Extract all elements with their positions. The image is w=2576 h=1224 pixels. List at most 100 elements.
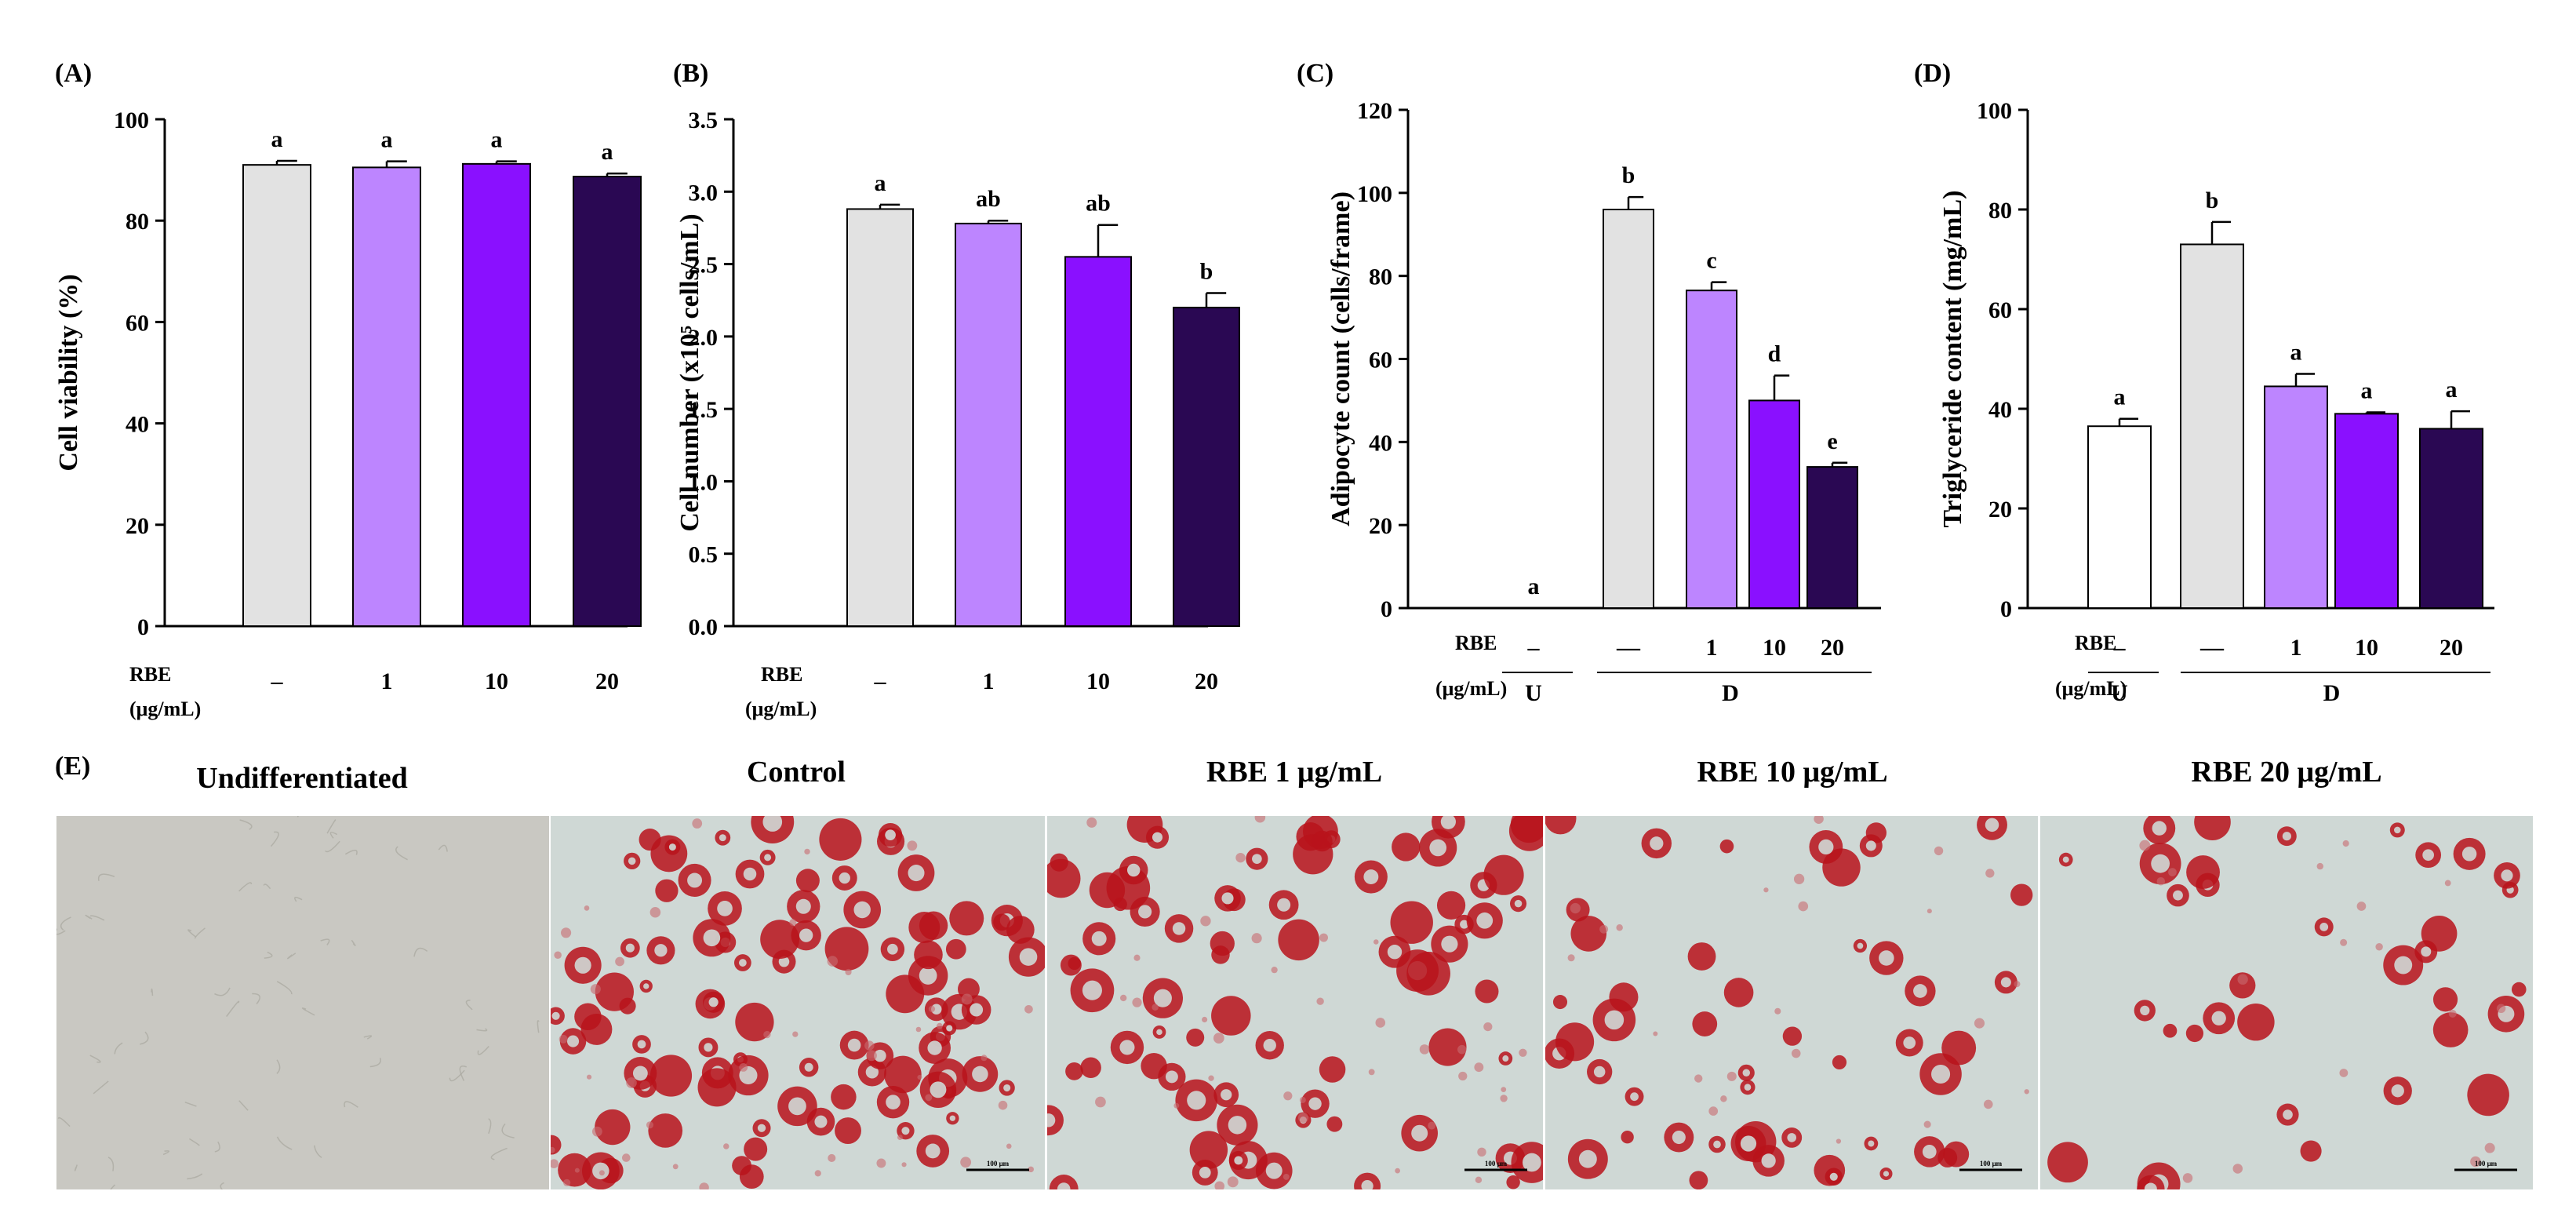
- small-droplet: [599, 1170, 605, 1176]
- fibroblast-cell: [459, 1066, 468, 1081]
- droplet-center: [1003, 1084, 1011, 1092]
- fibroblast-cell: [89, 1055, 101, 1063]
- bar: [1806, 466, 1858, 609]
- fibroblast-cell: [301, 1007, 315, 1016]
- small-droplet: [2316, 862, 2323, 870]
- y-tick-label: 3.0: [689, 180, 719, 206]
- significance-letter: a: [2446, 377, 2458, 403]
- panel-label-e: (E): [55, 752, 91, 781]
- droplet-center: [2421, 946, 2432, 957]
- lipid-droplet: [1552, 995, 1568, 1010]
- droplet-center: [703, 929, 721, 947]
- droplet-center: [1126, 863, 1141, 877]
- fibroblast-cell: [537, 1020, 540, 1033]
- scale-bar-label: 100 μm: [2475, 1160, 2498, 1168]
- chart-b: (B) 0.0 0.5 1.0 1.5 2.0 2.5 3.0 3.5 Cell number (…: [673, 59, 1240, 720]
- droplet-center: [574, 956, 591, 974]
- small-droplet: [1028, 1166, 1034, 1173]
- fibroblast-cell: [465, 1000, 473, 1011]
- y-tick-label: 20: [1369, 513, 1392, 539]
- micrograph-rbe-20: 100 μm: [2040, 816, 2533, 1189]
- fibroblast-cell: [74, 1164, 78, 1171]
- droplet-center: [1138, 905, 1152, 919]
- small-droplet: [563, 1178, 571, 1186]
- y-tick-label: 20: [1988, 497, 2012, 523]
- droplet-center: [1228, 1116, 1247, 1135]
- droplet-center: [1883, 1171, 1890, 1177]
- droplet-center: [551, 1011, 560, 1020]
- fibroblast-cell: [238, 1100, 249, 1111]
- droplet-center: [814, 1115, 828, 1128]
- y-tick-label: 0: [137, 614, 149, 640]
- fibroblast-cell: [351, 939, 356, 946]
- significance-letter: a: [381, 127, 393, 153]
- small-droplet: [1501, 1087, 1507, 1092]
- fibroblast-cell: [114, 1042, 123, 1055]
- small-droplet: [897, 1135, 903, 1140]
- lipid-droplet: [2432, 1012, 2469, 1047]
- small-droplet: [827, 956, 839, 967]
- group-label: U: [2111, 680, 2128, 706]
- droplet-center: [946, 1025, 953, 1032]
- fibroblast-cell: [477, 1046, 489, 1055]
- small-droplet: [1923, 1120, 1931, 1128]
- y-tick-label: 40: [126, 412, 149, 438]
- droplet-center: [1650, 836, 1664, 851]
- small-droplet: [1474, 1062, 1484, 1073]
- small-droplet: [1202, 1016, 1208, 1023]
- small-droplet: [2342, 840, 2349, 847]
- lipid-droplet: [2137, 1175, 2165, 1189]
- small-droplet: [1428, 1121, 1436, 1130]
- small-droplet: [1653, 1031, 1658, 1036]
- fibroblast-cell: [85, 914, 93, 920]
- fibroblast-cell: [276, 1136, 293, 1150]
- micrograph-title-undifferentiated: Undifferentiated: [196, 762, 408, 795]
- fibroblast-cell: [276, 981, 293, 995]
- small-droplet: [915, 1026, 922, 1033]
- droplet-center: [654, 944, 668, 957]
- lipid-droplet: [835, 1117, 861, 1144]
- lipid-droplet: [1047, 1105, 1064, 1136]
- droplet-center: [2151, 854, 2170, 873]
- micrograph-title-rbe-10: RBE 10 μg/mL: [1697, 756, 1888, 789]
- droplet-center: [2152, 821, 2167, 836]
- small-droplet: [1567, 954, 1575, 962]
- bar: [2087, 425, 2152, 609]
- y-tick-label: 2.5: [689, 253, 719, 279]
- lipid-droplet: [795, 869, 820, 893]
- chart-a: (A) 0 20 40 60 80 100 Cell viability (%) a – a 1 a 10…: [54, 59, 642, 720]
- droplet-center: [886, 1095, 901, 1109]
- droplet-center: [2173, 890, 2183, 901]
- category-label: 1: [381, 668, 393, 694]
- lipid-droplet: [1278, 919, 1319, 961]
- small-droplet: [2182, 1173, 2193, 1183]
- droplet-center: [1985, 818, 1999, 832]
- small-droplet: [901, 1162, 907, 1168]
- small-droplet: [1458, 1071, 1468, 1081]
- lipid-droplet: [1506, 1175, 1520, 1189]
- category-label: 1: [1706, 635, 1718, 661]
- small-droplet: [2444, 880, 2451, 887]
- small-droplet: [1368, 1069, 1375, 1076]
- lipid-droplet: [760, 920, 799, 959]
- bar: [2419, 428, 2483, 610]
- fibroblast-cell: [449, 1069, 465, 1082]
- lipid-droplet: [2010, 883, 2033, 906]
- small-droplet: [2448, 1010, 2457, 1018]
- small-droplet: [554, 951, 562, 960]
- lipid-droplet: [1312, 830, 1333, 852]
- lipid-droplet: [2300, 1140, 2322, 1162]
- fibroblast-cell: [187, 1173, 203, 1180]
- droplet-center: [1156, 1029, 1162, 1036]
- category-label: 20: [1195, 668, 1218, 694]
- small-droplet: [723, 1143, 730, 1149]
- fibroblast-cell: [326, 819, 337, 834]
- small-droplet: [2340, 938, 2348, 946]
- droplet-center: [1019, 948, 1038, 966]
- droplet-center: [1761, 1153, 1776, 1168]
- droplet-center: [1829, 1172, 1838, 1181]
- droplet-center: [1604, 1010, 1625, 1030]
- small-droplet: [1283, 1174, 1290, 1180]
